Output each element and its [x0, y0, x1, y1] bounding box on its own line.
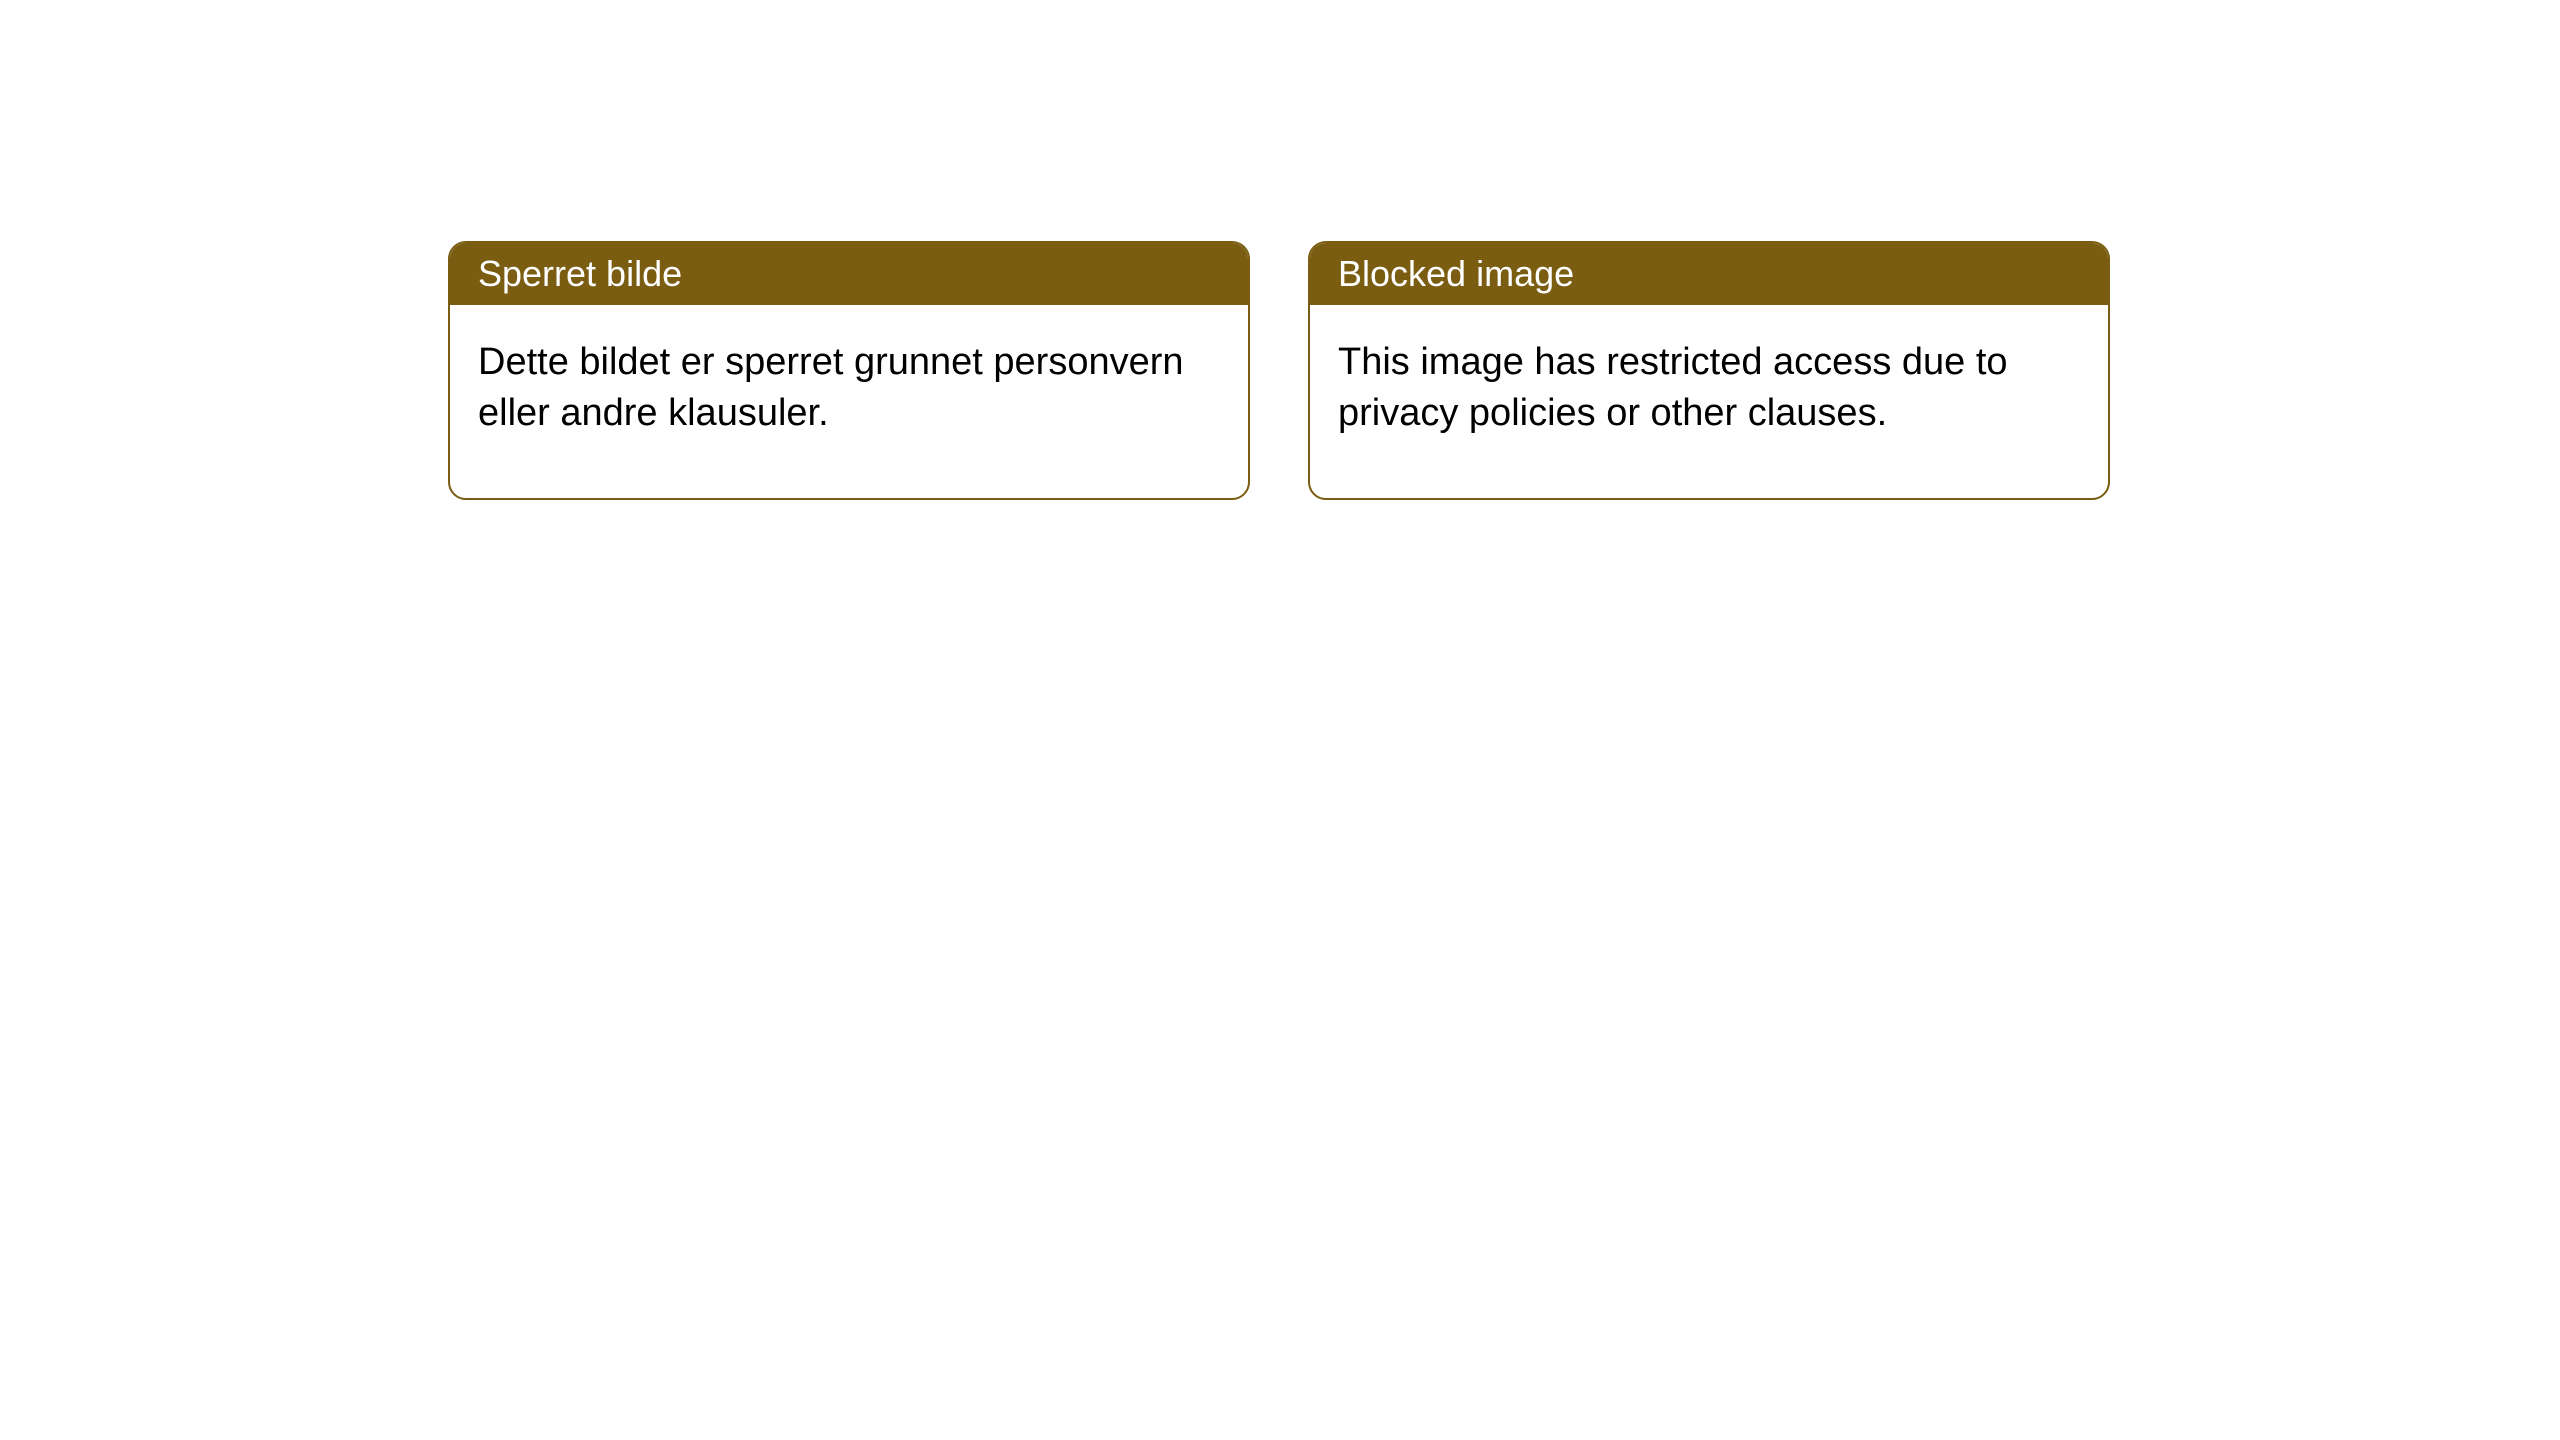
notice-body-norwegian: Dette bildet er sperret grunnet personve…: [450, 305, 1248, 498]
notice-card-norwegian: Sperret bilde Dette bildet er sperret gr…: [448, 241, 1250, 500]
notice-body-english: This image has restricted access due to …: [1310, 305, 2108, 498]
notice-card-english: Blocked image This image has restricted …: [1308, 241, 2110, 500]
notice-header-english: Blocked image: [1310, 243, 2108, 305]
notice-header-norwegian: Sperret bilde: [450, 243, 1248, 305]
notice-cards-container: Sperret bilde Dette bildet er sperret gr…: [0, 0, 2560, 500]
